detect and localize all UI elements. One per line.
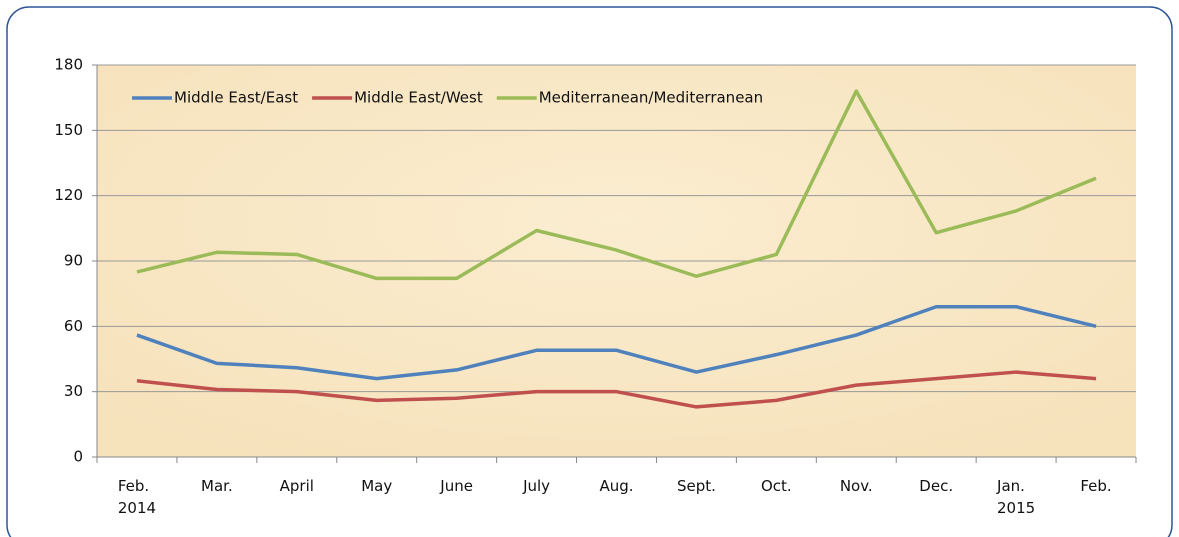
x-tick-label: July [523, 477, 551, 495]
legend-label: Middle East/West [354, 89, 483, 107]
y-tick-label: 0 [73, 448, 83, 466]
x-tick-label: Oct. [760, 477, 792, 495]
line [136, 89, 1097, 281]
x-tick-label: Sept. [676, 477, 716, 495]
y-tick-label: 180 [54, 56, 83, 74]
y-tick-label: 90 [64, 252, 83, 270]
x-tick-label: Jan. 2015 [997, 477, 1036, 517]
x-tick-label: April [279, 477, 314, 495]
legend-label: Mediterranean/Mediterranean [539, 89, 763, 107]
x-tick-label: Feb. 2014 [117, 477, 157, 517]
y-tick-label: 30 [64, 382, 83, 400]
x-tick-label: June [440, 477, 473, 495]
x-tick-label: Feb. [1080, 477, 1112, 495]
y-tick-label: 120 [54, 186, 83, 204]
y-tick-label: 150 [54, 121, 83, 139]
x-tick-label: May [361, 477, 393, 495]
y-tick-label: 60 [64, 317, 83, 335]
x-tick-label: Mar. [201, 477, 233, 495]
x-tick-label: Nov. [839, 477, 873, 495]
line [136, 304, 1097, 381]
x-tick-label: Dec. [919, 477, 954, 495]
line [136, 370, 1097, 409]
x-tick-label: Aug. [599, 477, 634, 495]
legend-label: Middle East/East [174, 89, 298, 107]
